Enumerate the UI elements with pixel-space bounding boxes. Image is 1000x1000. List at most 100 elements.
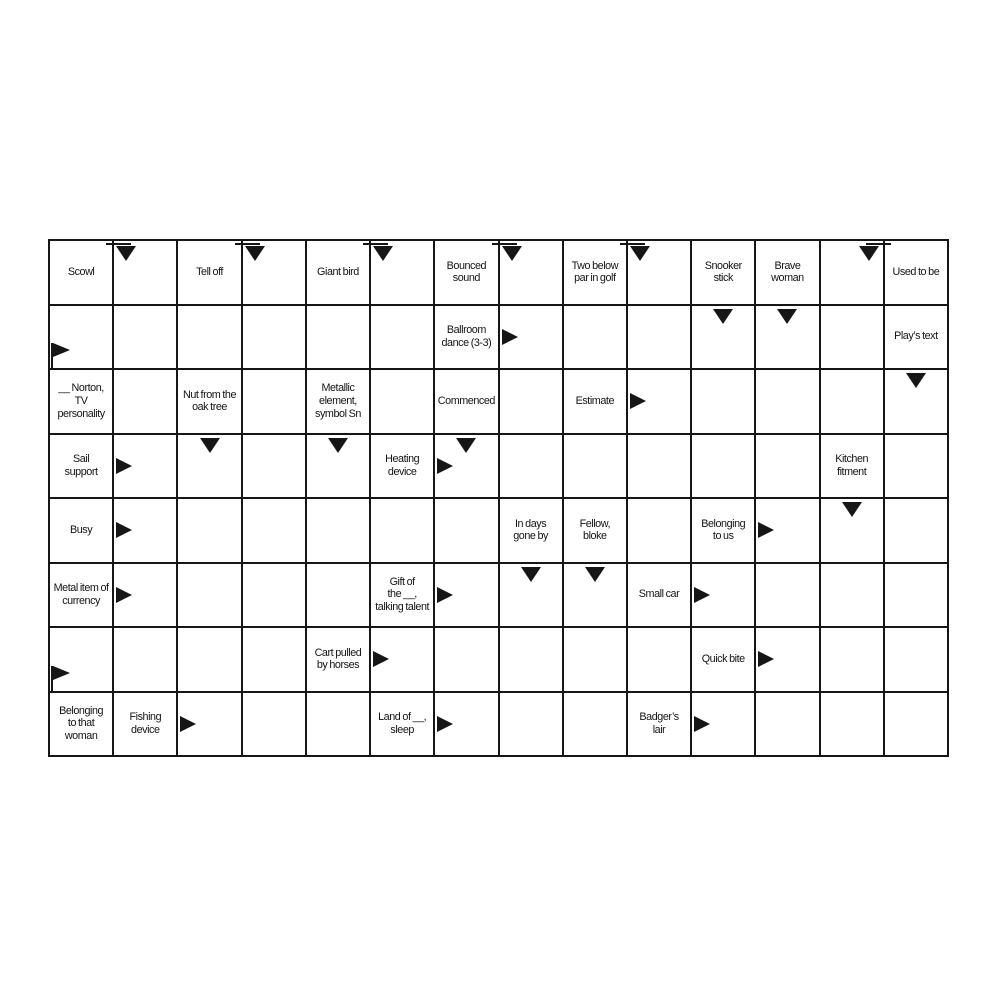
answer-cell[interactable] bbox=[114, 628, 177, 691]
answer-cell[interactable] bbox=[234, 241, 305, 304]
answer-cell[interactable] bbox=[619, 241, 691, 304]
answer-cell[interactable] bbox=[306, 692, 370, 755]
answer-cell[interactable] bbox=[114, 499, 177, 562]
answer-cell[interactable] bbox=[692, 692, 755, 755]
answer-cell[interactable] bbox=[178, 499, 241, 562]
answer-cell[interactable] bbox=[692, 563, 755, 626]
answer-cell[interactable] bbox=[106, 241, 177, 304]
answer-cell[interactable] bbox=[114, 434, 177, 497]
answer-cell[interactable] bbox=[756, 628, 819, 691]
answer-cell[interactable] bbox=[884, 499, 947, 562]
answer-cell[interactable] bbox=[627, 434, 691, 497]
answer-cell[interactable] bbox=[756, 305, 819, 368]
answer-cell[interactable] bbox=[306, 499, 370, 562]
answer-cell[interactable] bbox=[499, 305, 562, 368]
right-arrow-icon bbox=[629, 393, 646, 410]
answer-cell[interactable] bbox=[627, 370, 691, 433]
answer-cell[interactable] bbox=[371, 628, 434, 691]
answer-cell[interactable] bbox=[820, 370, 883, 433]
answer-cell[interactable] bbox=[692, 305, 755, 368]
answer-cell[interactable] bbox=[499, 628, 562, 691]
down-arrow-icon bbox=[327, 437, 348, 453]
answer-cell[interactable] bbox=[820, 499, 883, 562]
right-arrow-icon bbox=[373, 651, 390, 668]
answer-cell[interactable] bbox=[371, 499, 434, 562]
down-arrow-icon bbox=[363, 242, 394, 261]
answer-cell[interactable] bbox=[178, 305, 241, 368]
answer-cell[interactable] bbox=[756, 370, 819, 433]
down-arrow-icon bbox=[905, 373, 926, 388]
answer-cell[interactable] bbox=[435, 499, 498, 562]
down-arrow-icon bbox=[199, 437, 220, 453]
clue-text: Tell off bbox=[196, 265, 223, 278]
clue-text: Belonging to that woman bbox=[59, 704, 104, 742]
answer-cell[interactable] bbox=[499, 370, 562, 433]
clue-text: Metallic element, symbol Sn bbox=[315, 382, 361, 420]
clue-text: Bounced sound bbox=[446, 259, 487, 285]
answer-cell[interactable] bbox=[884, 563, 947, 626]
answer-cell[interactable] bbox=[884, 628, 947, 691]
answer-cell[interactable] bbox=[435, 434, 498, 497]
answer-cell[interactable] bbox=[114, 563, 177, 626]
answer-cell[interactable] bbox=[178, 434, 241, 497]
answer-cell[interactable] bbox=[563, 305, 626, 368]
answer-cell[interactable] bbox=[756, 434, 819, 497]
answer-cell[interactable] bbox=[306, 305, 370, 368]
answer-cell[interactable] bbox=[371, 305, 434, 368]
answer-cell[interactable] bbox=[242, 305, 305, 368]
answer-cell[interactable] bbox=[563, 434, 626, 497]
answer-cell[interactable] bbox=[491, 241, 562, 304]
answer-cell[interactable] bbox=[242, 499, 305, 562]
answer-cell[interactable] bbox=[306, 563, 370, 626]
answer-cell[interactable] bbox=[499, 434, 562, 497]
answer-cell[interactable] bbox=[363, 241, 434, 304]
answer-cell[interactable] bbox=[178, 563, 241, 626]
arrowword-grid: Scowl Tell off Giant bird Bounced sound Two … bbox=[48, 239, 949, 757]
answer-cell[interactable] bbox=[756, 499, 819, 562]
clue-text: Sail support bbox=[64, 453, 98, 478]
answer-cell[interactable] bbox=[820, 241, 891, 304]
answer-cell[interactable] bbox=[756, 692, 819, 755]
answer-cell[interactable] bbox=[692, 370, 755, 433]
clue-text: Small car bbox=[638, 588, 680, 601]
answer-cell[interactable] bbox=[563, 628, 626, 691]
answer-cell[interactable] bbox=[820, 305, 883, 368]
answer-cell[interactable] bbox=[242, 563, 305, 626]
answer-cell[interactable] bbox=[627, 499, 691, 562]
clue-text: Badger’s lair bbox=[639, 711, 679, 736]
clue-cell: Belonging to us bbox=[692, 499, 755, 562]
answer-cell[interactable] bbox=[50, 628, 113, 692]
answer-cell[interactable] bbox=[820, 628, 883, 691]
answer-cell[interactable] bbox=[435, 692, 498, 755]
answer-cell[interactable] bbox=[499, 563, 562, 626]
answer-cell[interactable] bbox=[50, 305, 113, 369]
answer-cell[interactable] bbox=[114, 370, 177, 433]
answer-cell[interactable] bbox=[884, 370, 947, 433]
answer-cell[interactable] bbox=[884, 434, 947, 497]
answer-cell[interactable] bbox=[306, 434, 370, 497]
answer-cell[interactable] bbox=[435, 628, 498, 691]
answer-cell[interactable] bbox=[756, 563, 819, 626]
answer-cell[interactable] bbox=[563, 692, 626, 755]
answer-cell[interactable] bbox=[884, 692, 947, 755]
answer-cell[interactable] bbox=[499, 692, 562, 755]
answer-cell[interactable] bbox=[178, 628, 241, 691]
clue-cell: Play’s text bbox=[884, 305, 947, 368]
answer-cell[interactable] bbox=[242, 370, 305, 433]
clue-text: Scowl bbox=[67, 265, 95, 278]
answer-cell[interactable] bbox=[114, 305, 177, 368]
answer-cell[interactable] bbox=[178, 692, 241, 755]
answer-cell[interactable] bbox=[563, 563, 626, 626]
answer-cell[interactable] bbox=[242, 692, 305, 755]
answer-cell[interactable] bbox=[627, 628, 691, 691]
answer-cell[interactable] bbox=[435, 563, 498, 626]
answer-cell[interactable] bbox=[692, 434, 755, 497]
answer-cell[interactable] bbox=[627, 305, 691, 368]
answer-cell[interactable] bbox=[242, 434, 305, 497]
answer-cell[interactable] bbox=[371, 370, 434, 433]
answer-cell[interactable] bbox=[242, 628, 305, 691]
answer-cell[interactable] bbox=[820, 692, 883, 755]
right-arrow-icon bbox=[437, 715, 454, 732]
answer-cell[interactable] bbox=[820, 563, 883, 626]
down-arrow-icon bbox=[713, 308, 734, 324]
